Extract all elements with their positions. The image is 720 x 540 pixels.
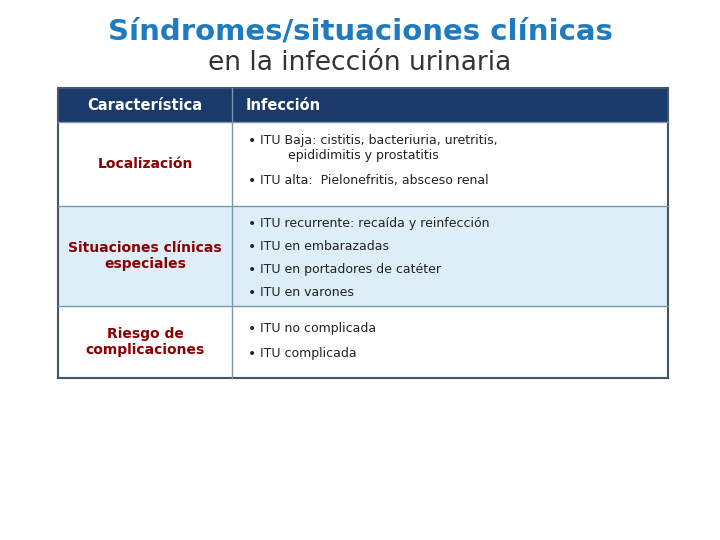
Text: Localización: Localización	[97, 157, 193, 171]
Text: ITU recurrente: recaída y reinfección: ITU recurrente: recaída y reinfección	[260, 217, 490, 230]
Text: Síndromes/situaciones clínicas: Síndromes/situaciones clínicas	[107, 18, 613, 46]
Text: •: •	[248, 347, 256, 361]
Text: Riesgo de
complicaciones: Riesgo de complicaciones	[86, 327, 204, 357]
Text: •: •	[248, 134, 256, 148]
Text: ITU alta:  Pielonefritis, absceso renal: ITU alta: Pielonefritis, absceso renal	[260, 174, 489, 187]
Text: ITU en varones: ITU en varones	[260, 286, 354, 299]
Text: •: •	[248, 240, 256, 254]
Text: ITU en embarazadas: ITU en embarazadas	[260, 240, 389, 253]
Text: Característica: Característica	[87, 98, 202, 112]
Text: •: •	[248, 263, 256, 277]
Text: •: •	[248, 174, 256, 188]
Text: •: •	[248, 286, 256, 300]
Text: •: •	[248, 322, 256, 336]
Bar	[58, 206, 668, 306]
Text: ITU Baja: cistitis, bacteriuria, uretritis,: ITU Baja: cistitis, bacteriuria, uretrit…	[260, 134, 498, 147]
Text: ITU no complicada: ITU no complicada	[260, 322, 376, 335]
Text: epididimitis y prostatitis: epididimitis y prostatitis	[268, 149, 438, 162]
Text: ITU complicada: ITU complicada	[260, 347, 356, 360]
Bar	[58, 88, 668, 378]
Text: •: •	[248, 217, 256, 231]
Bar	[58, 88, 668, 122]
Text: Infección: Infección	[246, 98, 321, 112]
Text: en la infección urinaria: en la infección urinaria	[208, 50, 512, 76]
Bar	[58, 306, 668, 378]
Text: ITU en portadores de catéter: ITU en portadores de catéter	[260, 263, 441, 276]
Text: Situaciones clínicas
especiales: Situaciones clínicas especiales	[68, 241, 222, 271]
Bar	[58, 122, 668, 206]
